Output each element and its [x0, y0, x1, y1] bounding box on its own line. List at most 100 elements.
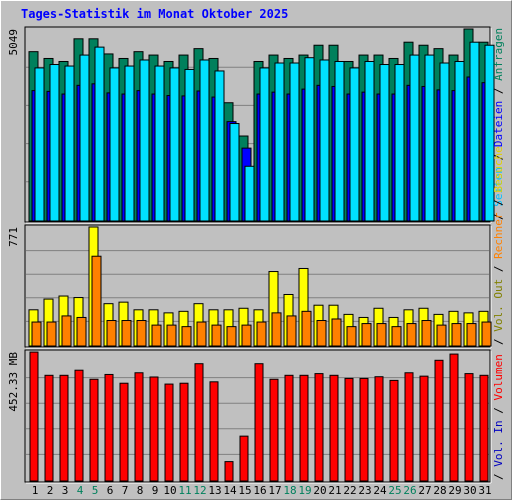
legend-item: Dateien [492, 101, 505, 147]
x-tick-day-27: 27 [418, 484, 431, 497]
x-tick-day-24: 24 [373, 484, 387, 497]
bar-volumen-day-13 [209, 381, 219, 482]
x-tick-day-3: 3 [62, 484, 69, 497]
bar-rechner-day-29 [451, 323, 462, 347]
panel-top-legend: / Seiten / Dateien / Anfragen [492, 28, 505, 220]
bar-volumen-day-31 [479, 374, 489, 482]
x-tick-day-20: 20 [313, 484, 326, 497]
bar-seiten-day-4 [79, 54, 90, 222]
bar-seiten-day-7 [124, 65, 135, 222]
bar-rechner-day-23 [361, 323, 372, 347]
bar-volumen-day-26 [404, 372, 414, 482]
bar-volumen-day-9 [149, 376, 159, 482]
x-tick-day-4: 4 [77, 484, 84, 497]
panel-middle-y-max-label: 771 [7, 227, 20, 247]
bar-volumen-day-2 [44, 374, 54, 482]
bar-rechner-day-3 [61, 315, 72, 347]
x-tick-day-19: 19 [298, 484, 311, 497]
bar-volumen-day-28 [434, 359, 444, 482]
bar-rechner-day-1 [31, 321, 42, 347]
bar-volumen-day-22 [344, 377, 354, 482]
bar-rechner-day-9 [151, 324, 162, 347]
bar-rechner-day-4 [76, 316, 87, 347]
bar-volumen-day-11 [179, 382, 189, 482]
x-tick-day-10: 10 [163, 484, 176, 497]
x-tick-day-16: 16 [253, 484, 266, 497]
bar-seiten-day-5 [94, 46, 105, 222]
legend-item: / [492, 467, 505, 480]
bar-rechner-day-31 [481, 321, 492, 347]
bar-volumen-day-29 [449, 353, 459, 482]
panel-top-y-max-label: 5049 [7, 29, 20, 56]
x-tick-day-7: 7 [122, 484, 129, 497]
bar-volumen-day-30 [464, 373, 474, 482]
bar-seiten-day-29 [454, 60, 465, 222]
bar-rechner-day-27 [421, 320, 432, 347]
bar-rechner-day-6 [106, 320, 117, 347]
bar-volumen-day-23 [359, 377, 369, 482]
x-tick-day-12: 12 [193, 484, 206, 497]
x-tick-day-8: 8 [137, 484, 144, 497]
bar-volumen-day-19 [299, 374, 309, 482]
bar-rechner-day-20 [316, 320, 327, 347]
bar-seiten-day-15 [244, 165, 255, 222]
x-tick-day-5: 5 [92, 484, 99, 497]
x-tick-day-6: 6 [107, 484, 114, 497]
bar-volumen-day-6 [104, 373, 114, 482]
bar-volumen-day-24 [374, 376, 384, 482]
legend-item: / [492, 401, 505, 421]
bar-seiten-day-25 [394, 64, 405, 222]
bar-seiten-day-26 [409, 54, 420, 222]
x-tick-day-29: 29 [448, 484, 461, 497]
x-tick-day-15: 15 [238, 484, 251, 497]
legend-item: / [492, 207, 505, 220]
bar-seiten-day-19 [304, 57, 315, 222]
legend-item: Vol. Out [492, 279, 505, 332]
bar-seiten-day-1 [34, 67, 45, 222]
chart-title: Tages-Statistik im Monat Oktober 2025 [21, 7, 289, 21]
x-tick-day-17: 17 [268, 484, 281, 497]
x-tick-day-31: 31 [478, 484, 491, 497]
bar-volumen-day-14 [224, 461, 234, 482]
bar-seiten-day-28 [439, 62, 450, 222]
bar-seiten-day-20 [319, 59, 330, 222]
bar-volumen-day-27 [419, 375, 429, 482]
bar-rechner-day-25 [391, 326, 402, 347]
bar-seiten-day-6 [109, 67, 120, 222]
bar-rechner-day-12 [196, 321, 207, 347]
x-tick-day-30: 30 [463, 484, 476, 497]
bar-rechner-day-2 [46, 321, 57, 347]
legend-item: Seiten [492, 167, 505, 207]
x-tick-day-25: 25 [388, 484, 401, 497]
bar-seiten-day-10 [169, 67, 180, 222]
x-tick-day-28: 28 [433, 484, 446, 497]
bar-volumen-day-4 [74, 369, 84, 482]
bar-rechner-day-26 [406, 323, 417, 347]
x-tick-day-1: 1 [32, 484, 39, 497]
bar-volumen-day-20 [314, 373, 324, 482]
panel-bottom-legend: / Vol. In / Volumen [492, 354, 505, 480]
bar-rechner-day-30 [466, 323, 477, 347]
legend-item: / [492, 259, 505, 279]
bar-rechner-day-17 [271, 312, 282, 347]
bar-rechner-day-8 [136, 320, 147, 347]
bar-rechner-day-18 [286, 315, 297, 347]
bar-seiten-day-14 [229, 123, 240, 222]
bar-volumen-day-3 [59, 374, 69, 482]
bar-volumen-day-12 [194, 363, 204, 482]
x-tick-day-23: 23 [358, 484, 371, 497]
bar-volumen-day-1 [29, 351, 39, 482]
panel-bottom-y-max-label: 452.33 MB [7, 352, 20, 412]
bar-seiten-day-11 [184, 68, 195, 222]
legend-item: / [492, 147, 505, 167]
bar-rechner-day-11 [181, 326, 192, 347]
bar-volumen-day-25 [389, 379, 399, 482]
bar-volumen-day-8 [134, 372, 144, 482]
bar-seiten-day-13 [214, 70, 225, 222]
bar-seiten-day-9 [154, 65, 165, 222]
bar-rechner-day-24 [376, 323, 387, 347]
bar-seiten-day-12 [199, 59, 210, 222]
bar-rechner-day-5 [91, 255, 102, 347]
bar-rechner-day-22 [346, 326, 357, 347]
